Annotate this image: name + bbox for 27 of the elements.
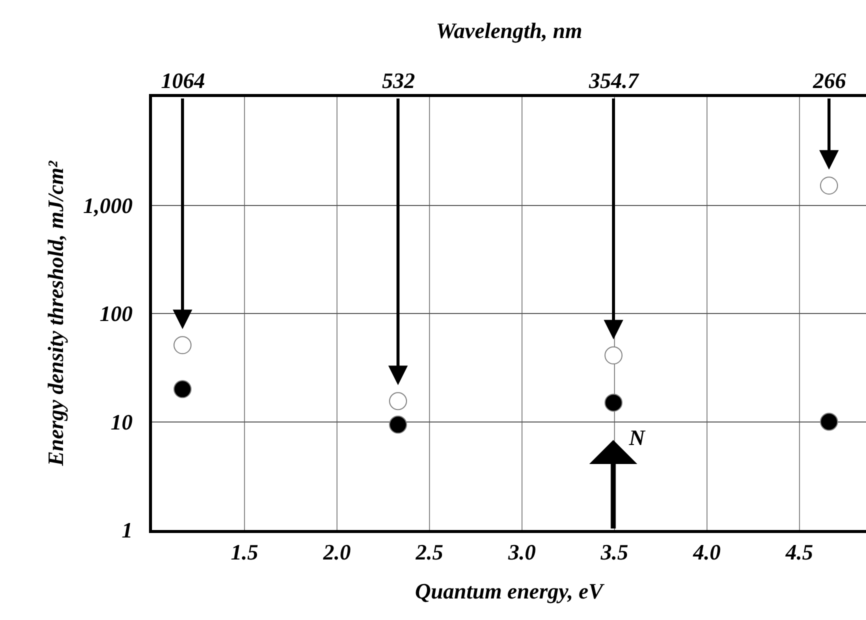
x-tick-label: 4.5 [784, 539, 814, 564]
annotation: 354.7 [588, 68, 640, 93]
y-tick-label: 1 [122, 518, 133, 543]
x-tick-label: 4.0 [692, 539, 721, 564]
point [820, 176, 838, 195]
x2-axis-title: Wavelength, nm [436, 18, 582, 43]
point [174, 336, 192, 354]
annotation: 532 [382, 68, 415, 93]
point [820, 412, 838, 431]
point [389, 416, 408, 434]
point [174, 380, 192, 398]
point [389, 392, 408, 410]
x-tick-label: 3.5 [600, 539, 628, 564]
x-axis-title: Quantum energy, eV [414, 578, 606, 604]
x-tick-label: 2.0 [322, 539, 351, 564]
y-tick-label: 100 [100, 301, 133, 326]
annotation: N [628, 425, 646, 450]
y-tick-label: 1,000 [83, 192, 133, 218]
point [604, 394, 623, 412]
point [604, 346, 623, 364]
y-axis-title: Energy density threshold, mJ/cm² [42, 160, 68, 467]
annotation: 1064 [161, 68, 205, 93]
y-tick-label: 10 [110, 409, 133, 434]
x-tick-label: 2.5 [414, 539, 444, 564]
annotation: 266 [812, 68, 846, 93]
x-tick-label: 1.5 [230, 539, 258, 564]
x-tick-label: 3.0 [507, 539, 536, 564]
